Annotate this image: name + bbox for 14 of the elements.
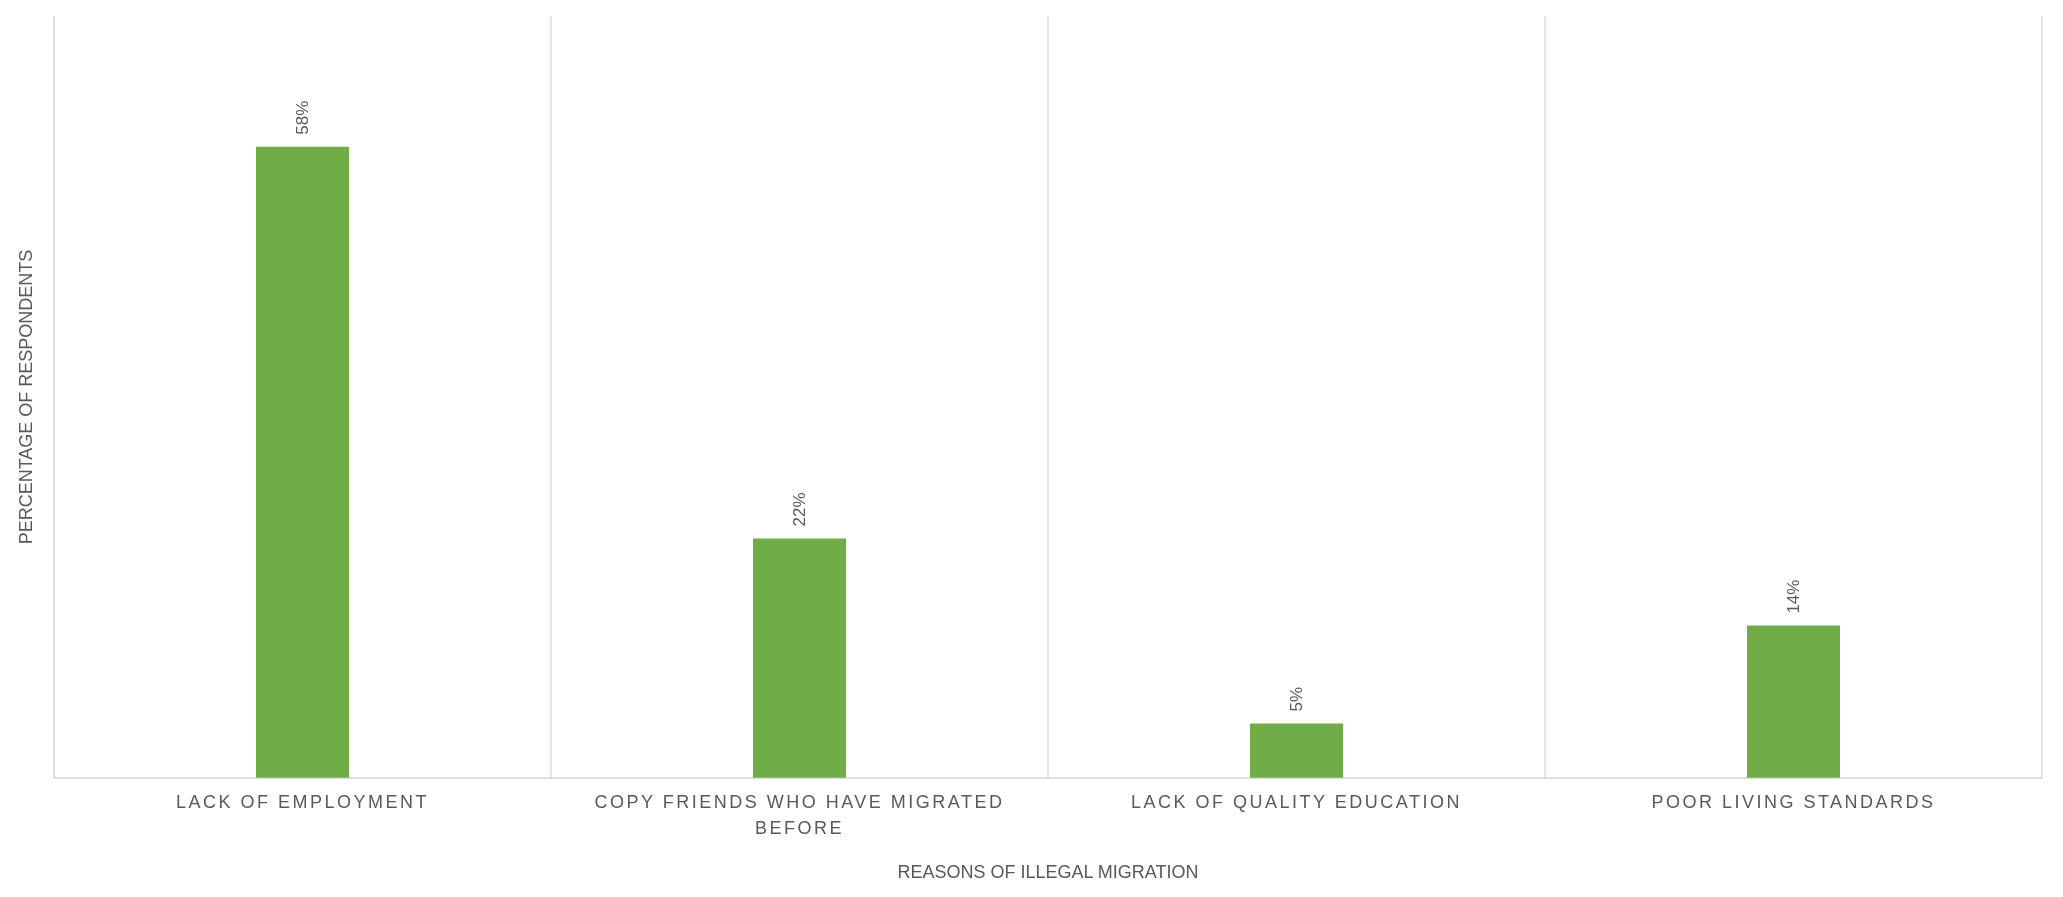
bar [1250,723,1343,778]
bar [1747,625,1840,778]
x-axis-title: REASONS OF ILLEGAL MIGRATION [897,862,1199,882]
data-label: 58% [293,100,312,135]
y-axis-title: PERCENTAGE OF RESPONDENTS [16,249,37,545]
data-label: 5% [1287,686,1306,712]
x-tick-label: POOR LIVING STANDARDS [1651,792,1936,812]
x-tick-label: LACK OF QUALITY EDUCATION [1131,792,1462,812]
x-tick-label: LACK OF EMPLOYMENT [175,792,430,812]
bar [256,146,349,778]
bar [753,538,846,778]
data-label: 14% [1784,579,1803,614]
data-label: 22% [790,492,809,527]
x-tick-label: COPY FRIENDS WHO HAVE MIGRATED BEFORE [594,792,1005,838]
